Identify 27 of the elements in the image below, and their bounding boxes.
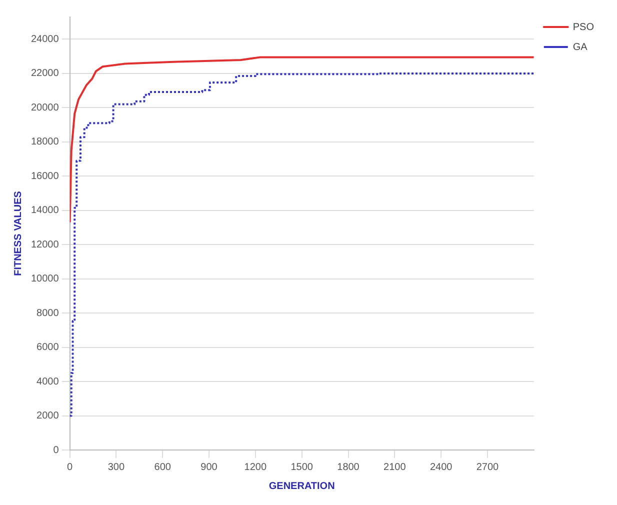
y-tick-label: 6000 <box>36 342 60 354</box>
y-tick-label: 2000 <box>36 410 60 422</box>
y-tick-label: 8000 <box>36 308 60 319</box>
y-tick-label: 22000 <box>30 68 60 80</box>
x-tick-label: 1500 <box>290 462 314 473</box>
x-tick-label: 600 <box>154 462 172 473</box>
x-tick-label: 300 <box>108 462 125 473</box>
y-tick-label: 18000 <box>30 136 60 148</box>
x-tick-label: 900 <box>200 462 218 473</box>
x-tick-label: 0 <box>67 462 74 473</box>
x-axis-title: GENERATION <box>268 480 335 492</box>
legend-label: PSO <box>572 22 594 33</box>
x-tick-label: 1800 <box>337 462 360 473</box>
x-tick-label: 1200 <box>244 462 267 473</box>
y-tick-label: 14000 <box>30 205 60 216</box>
y-tick-label: 12000 <box>30 239 60 250</box>
x-tick-label: 2100 <box>384 462 406 473</box>
y-tick-label: 4000 <box>36 376 60 388</box>
legend-label: GA <box>572 42 588 53</box>
y-axis-title: FITNESS VALUES <box>12 190 24 276</box>
y-tick-label: 10000 <box>30 274 60 285</box>
y-tick-label: 20000 <box>30 102 60 114</box>
y-tick-label: 24000 <box>30 34 60 45</box>
y-tick-label: 16000 <box>30 170 60 182</box>
x-tick-label: 2700 <box>476 462 500 473</box>
y-tick-label: 0 <box>53 444 60 456</box>
x-tick-label: 2400 <box>430 462 453 473</box>
